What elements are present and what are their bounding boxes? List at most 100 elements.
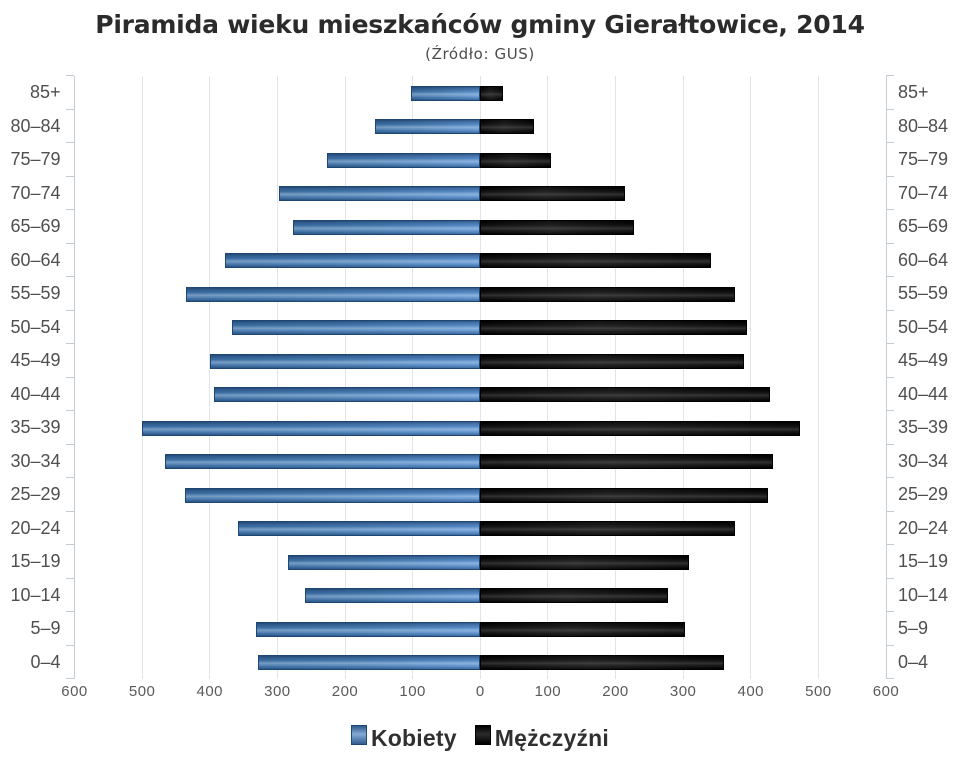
right-axis-tick <box>885 209 894 210</box>
age-label-left: 5–9 <box>30 618 61 639</box>
x-axis-label: 100 <box>534 683 562 700</box>
legend-label-men: Mężczyźni <box>494 725 610 751</box>
right-axis-tick <box>885 142 894 143</box>
left-axis-tick <box>66 477 74 478</box>
bar-women-25–29 <box>185 487 481 503</box>
right-axis-tick <box>885 108 894 110</box>
legend-swatch-men <box>474 725 491 745</box>
bar-women-0–4 <box>257 655 481 670</box>
gridline <box>817 75 819 679</box>
right-axis-tick <box>885 477 894 478</box>
age-label-left: 70–74 <box>10 182 61 203</box>
bar-men-60–64 <box>480 253 711 268</box>
age-label-left: 35–39 <box>10 417 61 438</box>
age-label-right: 15–19 <box>898 551 949 572</box>
left-axis-tick <box>66 309 74 311</box>
bar-men-50–54 <box>480 320 748 335</box>
bar-women-75–79 <box>327 152 481 168</box>
gridline <box>479 75 481 679</box>
legend: Kobiety Mężczyźni <box>0 725 960 752</box>
left-axis-tick <box>66 577 74 579</box>
bar-women-65–69 <box>292 219 481 235</box>
right-axis-tick <box>885 544 894 545</box>
bar-women-85+ <box>411 85 481 101</box>
bar-men-65–69 <box>480 219 635 235</box>
right-axis-tick <box>885 242 894 244</box>
x-axis-label: 300 <box>669 683 697 700</box>
age-label-right: 65–69 <box>898 216 949 237</box>
age-label-right: 0–4 <box>898 651 929 672</box>
age-label-left: 30–34 <box>10 450 61 471</box>
x-axis-label: 400 <box>196 683 224 700</box>
age-label-left: 15–19 <box>10 551 61 572</box>
chart-title: Piramida wieku mieszkańców gminy Gierałt… <box>95 10 865 39</box>
age-label-right: 20–24 <box>898 517 949 538</box>
bar-women-80–84 <box>374 119 481 134</box>
left-axis-tick <box>66 175 74 177</box>
age-label-right: 70–74 <box>898 182 949 203</box>
bar-men-80–84 <box>480 119 535 134</box>
left-axis-tick <box>66 343 74 344</box>
x-axis-label: 300 <box>264 683 291 700</box>
right-axis-tick <box>885 276 894 277</box>
bar-women-35–39 <box>142 420 481 436</box>
x-axis-label: 200 <box>602 683 629 700</box>
left-axis-tick <box>66 142 74 143</box>
chart-subtitle: (Źródło: GUS) <box>425 45 535 63</box>
left-axis-tick <box>66 544 74 545</box>
right-axis-tick <box>885 443 894 445</box>
age-label-left: 85+ <box>29 82 61 103</box>
right-axis-tick <box>885 644 894 646</box>
x-axis-label: 600 <box>872 683 900 700</box>
left-axis-line <box>74 75 75 679</box>
age-label-right: 80–84 <box>898 115 949 136</box>
age-label-right: 45–49 <box>898 350 949 371</box>
bar-men-5–9 <box>480 621 686 637</box>
right-axis-tick <box>885 309 894 311</box>
bar-women-20–24 <box>238 521 481 536</box>
gridline <box>547 75 549 679</box>
bar-women-5–9 <box>256 621 481 637</box>
left-axis-tick <box>66 678 74 679</box>
left-axis-tick <box>66 611 74 612</box>
right-axis-tick <box>885 678 894 679</box>
x-axis-label: 200 <box>331 683 359 700</box>
bar-men-35–39 <box>480 420 801 436</box>
age-label-right: 5–9 <box>898 618 929 639</box>
gridline <box>209 75 211 679</box>
left-axis-tick <box>66 410 74 411</box>
bar-men-15–19 <box>480 554 689 570</box>
bar-men-25–29 <box>480 487 769 503</box>
gridline <box>615 75 616 679</box>
gridline <box>750 75 752 679</box>
age-label-right: 25–29 <box>898 484 949 505</box>
bar-men-75–79 <box>480 152 552 168</box>
left-axis-tick <box>66 242 74 244</box>
bar-women-30–34 <box>165 454 481 469</box>
left-axis-tick <box>66 209 74 210</box>
left-axis-tick <box>66 108 74 110</box>
age-label-left: 10–14 <box>10 584 61 605</box>
age-label-right: 55–59 <box>898 283 949 304</box>
age-label-left: 40–44 <box>10 383 61 404</box>
right-axis-tick <box>885 577 894 579</box>
right-axis-tick <box>885 611 894 612</box>
bar-men-20–24 <box>480 521 735 536</box>
age-label-right: 35–39 <box>898 417 949 438</box>
gridline <box>344 75 346 679</box>
age-label-left: 60–64 <box>10 249 61 270</box>
age-label-left: 20–24 <box>10 517 61 538</box>
x-axis-label: 500 <box>805 683 832 700</box>
age-label-right: 60–64 <box>898 249 949 270</box>
right-axis-tick <box>885 376 894 378</box>
age-label-right: 30–34 <box>898 450 949 471</box>
age-label-left: 50–54 <box>10 316 61 337</box>
legend-label-women: Kobiety <box>370 725 457 751</box>
right-axis-tick <box>885 510 894 512</box>
legend-swatch-women <box>350 725 367 745</box>
age-label-left: 55–59 <box>10 283 61 304</box>
gridline <box>276 75 278 679</box>
age-label-left: 80–84 <box>10 115 61 136</box>
age-label-right: 85+ <box>898 82 929 103</box>
